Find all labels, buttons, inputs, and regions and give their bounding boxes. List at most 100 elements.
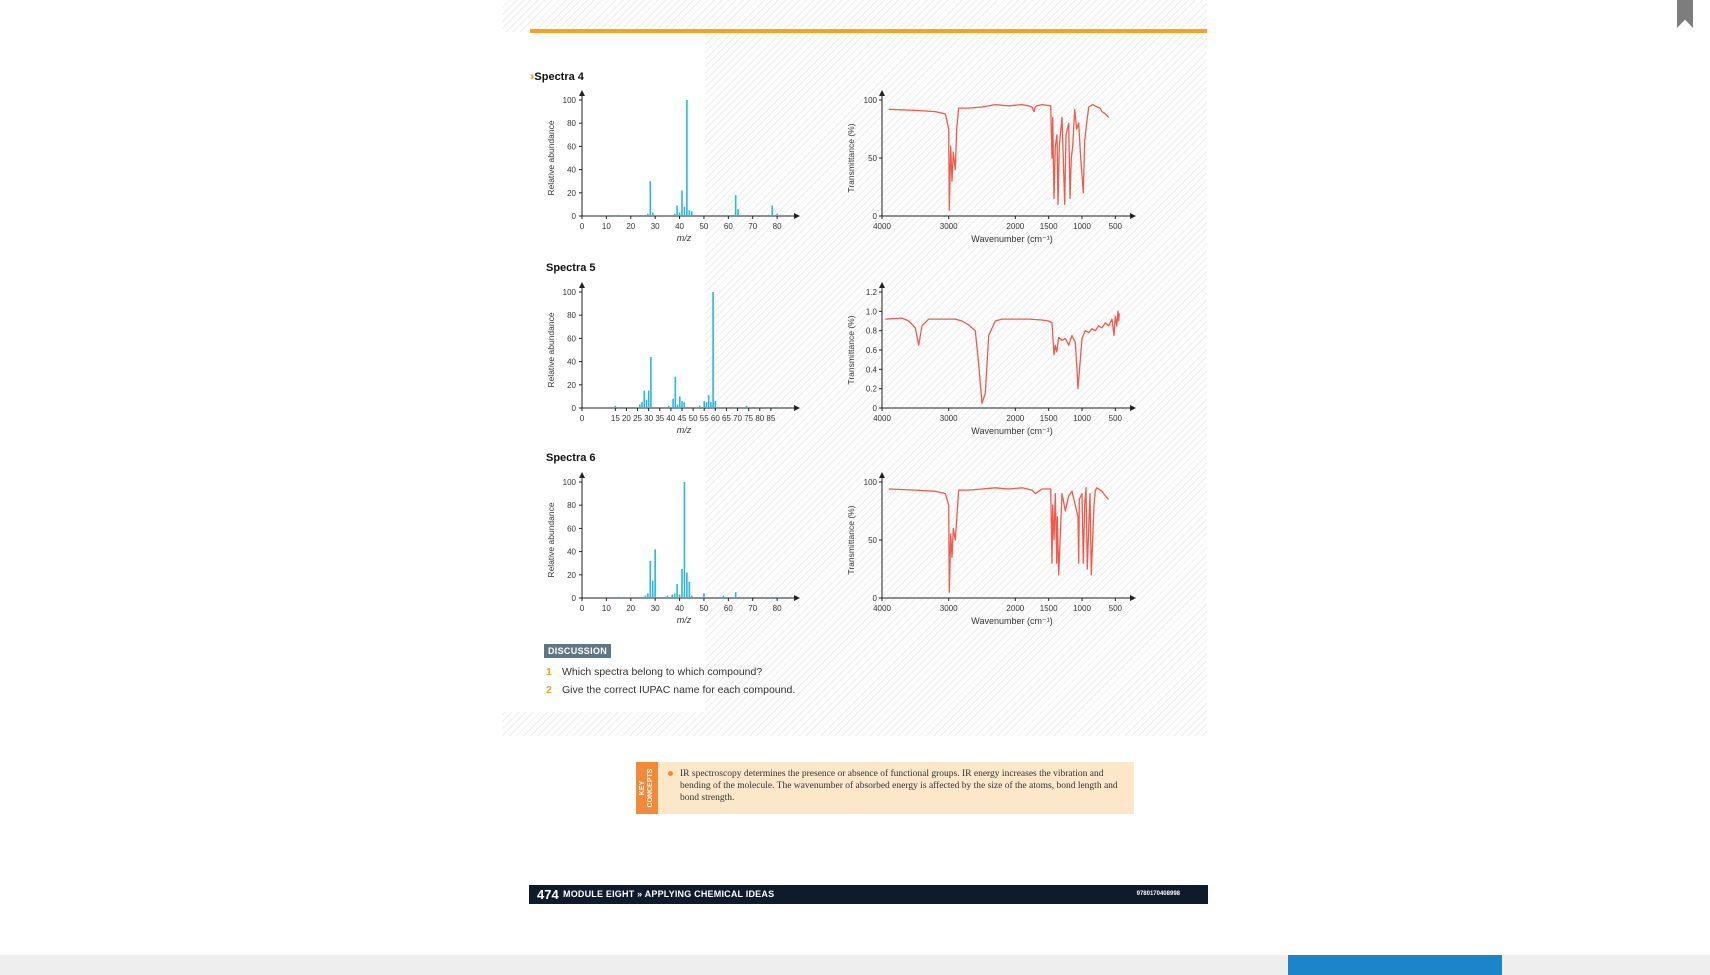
y-tick-label: 60 bbox=[567, 142, 576, 151]
y-axis-label: Transmittance (%) bbox=[846, 315, 856, 384]
x-tick-label: 40 bbox=[675, 222, 684, 231]
x-tick-label: 40 bbox=[675, 604, 684, 613]
x-tick-label: 70 bbox=[748, 222, 757, 231]
x-tick-label: 3000 bbox=[940, 414, 958, 423]
x-tick-label: 55 bbox=[700, 414, 709, 423]
x-tick-label: 500 bbox=[1109, 222, 1123, 231]
page-number: 474 bbox=[537, 887, 559, 902]
y-tick-label: 1.2 bbox=[866, 288, 878, 297]
y-axis-label: Relative abundance bbox=[546, 120, 556, 195]
y-axis-label: Relative abundance bbox=[546, 502, 556, 577]
x-tick-label: 30 bbox=[651, 604, 660, 613]
x-axis-label: Wavenumber (cm⁻¹) bbox=[971, 616, 1052, 626]
x-tick-label: 50 bbox=[699, 222, 708, 231]
x-tick-label: 20 bbox=[626, 604, 635, 613]
x-tick-label: 0 bbox=[580, 222, 585, 231]
x-tick-label: 45 bbox=[678, 414, 687, 423]
x-tick-label: 20 bbox=[626, 222, 635, 231]
x-tick-label: 70 bbox=[748, 604, 757, 613]
horizontal-scrollbar[interactable] bbox=[0, 955, 1710, 975]
x-tick-label: 4000 bbox=[873, 222, 891, 231]
mass-spectrum-6: 0 20 40 60 80 100 0 10 20 30 40 50 60 70 80 m/z Relative… bbox=[546, 472, 800, 625]
x-tick-label: 50 bbox=[689, 414, 698, 423]
spectra-4-title: ›› Spectra 4 bbox=[530, 71, 584, 83]
x-tick-label: 1500 bbox=[1040, 414, 1058, 423]
y-tick-label: 20 bbox=[567, 189, 576, 198]
x-tick-label: 1500 bbox=[1040, 222, 1058, 231]
ir-spectrum-6: 0 50 100 4000 3000 2000 1500 1000 500 Wavenumber … bbox=[846, 472, 1136, 626]
x-tick-label: 85 bbox=[766, 414, 775, 423]
y-axis-arrow bbox=[879, 90, 885, 96]
module-title: MODULE EIGHT » APPLYING CHEMICAL IDEAS bbox=[563, 889, 775, 899]
spectra-5-label: Spectra 5 bbox=[546, 262, 596, 274]
y-axis-label: Relative abundance bbox=[546, 312, 556, 387]
spectra-6-title: Spectra 6 bbox=[546, 452, 596, 464]
x-tick-label: 10 bbox=[602, 222, 611, 231]
x-tick-label: 2000 bbox=[1006, 222, 1024, 231]
spectra-6-label: Spectra 6 bbox=[546, 452, 596, 464]
x-axis-label: m/z bbox=[677, 615, 692, 625]
question-2: 2 Give the correct IUPAC name for each co… bbox=[546, 684, 795, 696]
y-tick-label: 100 bbox=[864, 96, 878, 105]
y-tick-label: 60 bbox=[567, 334, 576, 343]
x-tick-label: 20 bbox=[622, 414, 631, 423]
spectra-5-title: Spectra 5 bbox=[546, 262, 596, 274]
x-axis-arrow bbox=[1130, 405, 1136, 411]
x-tick-label: 500 bbox=[1109, 604, 1123, 613]
ir-spectrum-5: 0 0.2 0.4 0.6 0.8 1.0 1.2 4000 3000 2000 1500 1000 5… bbox=[846, 282, 1136, 436]
x-tick-label: 0 bbox=[580, 604, 585, 613]
x-tick-label: 4000 bbox=[873, 604, 891, 613]
x-tick-label: 80 bbox=[773, 604, 782, 613]
y-axis-arrow bbox=[579, 282, 585, 288]
chevron-icon: ›› bbox=[530, 71, 536, 83]
page-footer: 474 MODULE EIGHT » APPLYING CHEMICAL IDE… bbox=[529, 885, 1208, 904]
bullet-icon bbox=[668, 771, 673, 776]
y-axis-arrow bbox=[579, 90, 585, 96]
y-tick-label: 20 bbox=[567, 571, 576, 580]
ir-spectrum-4: 0 50 100 4000 3000 2000 1500 1000 500 Wavenumber … bbox=[846, 90, 1136, 244]
x-axis-label: Wavenumber (cm⁻¹) bbox=[971, 426, 1052, 436]
key-concepts-tab: KEY CONCEPTS bbox=[636, 762, 658, 814]
x-tick-label: 1500 bbox=[1040, 604, 1058, 613]
key-concepts-box: KEY CONCEPTS IR spectroscopy determines … bbox=[636, 762, 1134, 814]
scrollbar-thumb[interactable] bbox=[1288, 955, 1502, 975]
question-1-text: Which spectra belong to which compound? bbox=[562, 666, 763, 678]
y-tick-label: 100 bbox=[563, 288, 577, 297]
discussion-badge: DISCUSSION bbox=[544, 644, 612, 658]
y-axis-label: Transmittance (%) bbox=[846, 505, 856, 574]
y-axis-arrow bbox=[879, 282, 885, 288]
x-tick-label: 4000 bbox=[873, 414, 891, 423]
x-tick-label: 40 bbox=[666, 414, 675, 423]
x-tick-label: 30 bbox=[651, 222, 660, 231]
question-1-number: 1 bbox=[546, 666, 552, 678]
question-2-number: 2 bbox=[546, 684, 552, 696]
y-tick-label: 0 bbox=[572, 212, 577, 221]
key-concepts-tab-label: KEY CONCEPTS bbox=[639, 768, 654, 808]
y-tick-label: 40 bbox=[567, 358, 576, 367]
key-concepts-text: IR spectroscopy determines the presence … bbox=[680, 769, 1118, 803]
bookmark-icon[interactable] bbox=[1677, 0, 1693, 28]
x-tick-label: 1000 bbox=[1073, 222, 1091, 231]
x-tick-label: 30 bbox=[644, 414, 653, 423]
x-tick-label: 70 bbox=[733, 414, 742, 423]
x-tick-label: 60 bbox=[724, 604, 733, 613]
y-axis-arrow bbox=[879, 472, 885, 478]
y-tick-label: 80 bbox=[567, 311, 576, 320]
y-tick-label: 0 bbox=[873, 212, 878, 221]
y-tick-label: 60 bbox=[567, 524, 576, 533]
y-tick-label: 0.6 bbox=[866, 346, 878, 355]
y-tick-label: 50 bbox=[868, 154, 877, 163]
x-tick-label: 50 bbox=[699, 604, 708, 613]
x-tick-label: 1000 bbox=[1073, 414, 1091, 423]
y-tick-label: 0 bbox=[873, 594, 878, 603]
ir-spectrum-line bbox=[888, 487, 1110, 593]
x-tick-label: 1000 bbox=[1073, 604, 1091, 613]
x-axis-arrow bbox=[794, 213, 800, 219]
x-tick-label: 60 bbox=[724, 222, 733, 231]
x-axis-arrow bbox=[794, 405, 800, 411]
y-tick-label: 0.4 bbox=[866, 365, 878, 374]
x-tick-label: 2000 bbox=[1006, 414, 1024, 423]
x-tick-label: 2000 bbox=[1006, 604, 1024, 613]
